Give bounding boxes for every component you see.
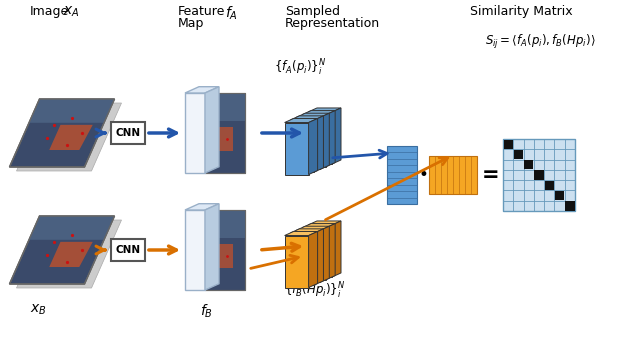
Polygon shape <box>308 225 332 277</box>
Polygon shape <box>185 204 219 210</box>
Text: =: = <box>482 165 500 185</box>
Polygon shape <box>326 223 335 280</box>
Polygon shape <box>210 244 233 268</box>
Polygon shape <box>10 99 115 167</box>
Polygon shape <box>296 226 330 230</box>
Polygon shape <box>320 226 330 282</box>
Text: $\{f_B(Hp_i)\}_i^N$: $\{f_B(Hp_i)\}_i^N$ <box>284 281 346 301</box>
Text: Feature: Feature <box>178 5 225 18</box>
Polygon shape <box>291 120 314 172</box>
Bar <box>503 139 575 211</box>
Polygon shape <box>29 216 115 240</box>
Polygon shape <box>296 230 320 282</box>
Polygon shape <box>296 113 330 117</box>
Polygon shape <box>205 204 219 290</box>
Bar <box>524 160 533 169</box>
Polygon shape <box>314 116 323 172</box>
FancyBboxPatch shape <box>111 239 145 261</box>
Text: $x_B$: $x_B$ <box>30 303 47 317</box>
Bar <box>545 181 554 190</box>
Polygon shape <box>185 93 205 173</box>
Polygon shape <box>17 103 122 171</box>
Polygon shape <box>205 93 245 173</box>
Polygon shape <box>314 229 323 285</box>
Polygon shape <box>10 216 115 284</box>
Polygon shape <box>326 110 335 167</box>
Text: CNN: CNN <box>115 128 141 138</box>
Polygon shape <box>49 125 93 150</box>
Bar <box>555 191 564 200</box>
Text: •: • <box>418 166 428 184</box>
Polygon shape <box>285 122 308 174</box>
FancyBboxPatch shape <box>111 122 145 144</box>
Polygon shape <box>302 228 326 280</box>
Polygon shape <box>205 210 245 238</box>
Polygon shape <box>285 232 317 235</box>
Polygon shape <box>302 115 326 167</box>
Text: $f_A$: $f_A$ <box>225 5 238 22</box>
Polygon shape <box>285 119 317 122</box>
Bar <box>514 150 523 159</box>
Bar <box>387 146 417 204</box>
Bar <box>565 201 575 210</box>
Text: $x_A$: $x_A$ <box>63 5 79 19</box>
Polygon shape <box>302 223 335 228</box>
Polygon shape <box>308 232 317 288</box>
Polygon shape <box>320 113 330 169</box>
Polygon shape <box>332 108 341 164</box>
Polygon shape <box>285 235 308 288</box>
Polygon shape <box>185 210 205 290</box>
Text: CNN: CNN <box>115 245 141 255</box>
Bar <box>534 170 543 180</box>
Text: Representation: Representation <box>285 17 380 30</box>
Polygon shape <box>185 87 219 93</box>
Polygon shape <box>302 110 335 115</box>
Polygon shape <box>205 93 245 121</box>
Polygon shape <box>17 220 122 288</box>
Text: $f_B$: $f_B$ <box>200 303 213 321</box>
Bar <box>504 139 513 149</box>
Polygon shape <box>308 119 317 174</box>
Polygon shape <box>308 112 332 164</box>
Text: Image: Image <box>30 5 69 18</box>
Polygon shape <box>296 117 320 169</box>
Polygon shape <box>29 99 115 123</box>
Polygon shape <box>291 116 323 120</box>
Text: Sampled: Sampled <box>285 5 340 18</box>
Polygon shape <box>308 108 341 112</box>
Text: $S_{ij} = \langle f_A(p_i), f_B(Hp_i)\rangle$: $S_{ij} = \langle f_A(p_i), f_B(Hp_i)\ra… <box>484 33 595 51</box>
Polygon shape <box>291 229 323 233</box>
Bar <box>429 156 477 194</box>
Text: Map: Map <box>178 17 204 30</box>
Polygon shape <box>210 127 233 151</box>
Polygon shape <box>308 221 341 225</box>
Polygon shape <box>332 221 341 277</box>
Polygon shape <box>205 87 219 173</box>
Polygon shape <box>49 242 93 267</box>
Polygon shape <box>291 233 314 285</box>
Text: $\{f_A(p_i)\}_i^N$: $\{f_A(p_i)\}_i^N$ <box>274 58 326 78</box>
Text: Similarity Matrix: Similarity Matrix <box>470 5 573 18</box>
Polygon shape <box>205 210 245 290</box>
